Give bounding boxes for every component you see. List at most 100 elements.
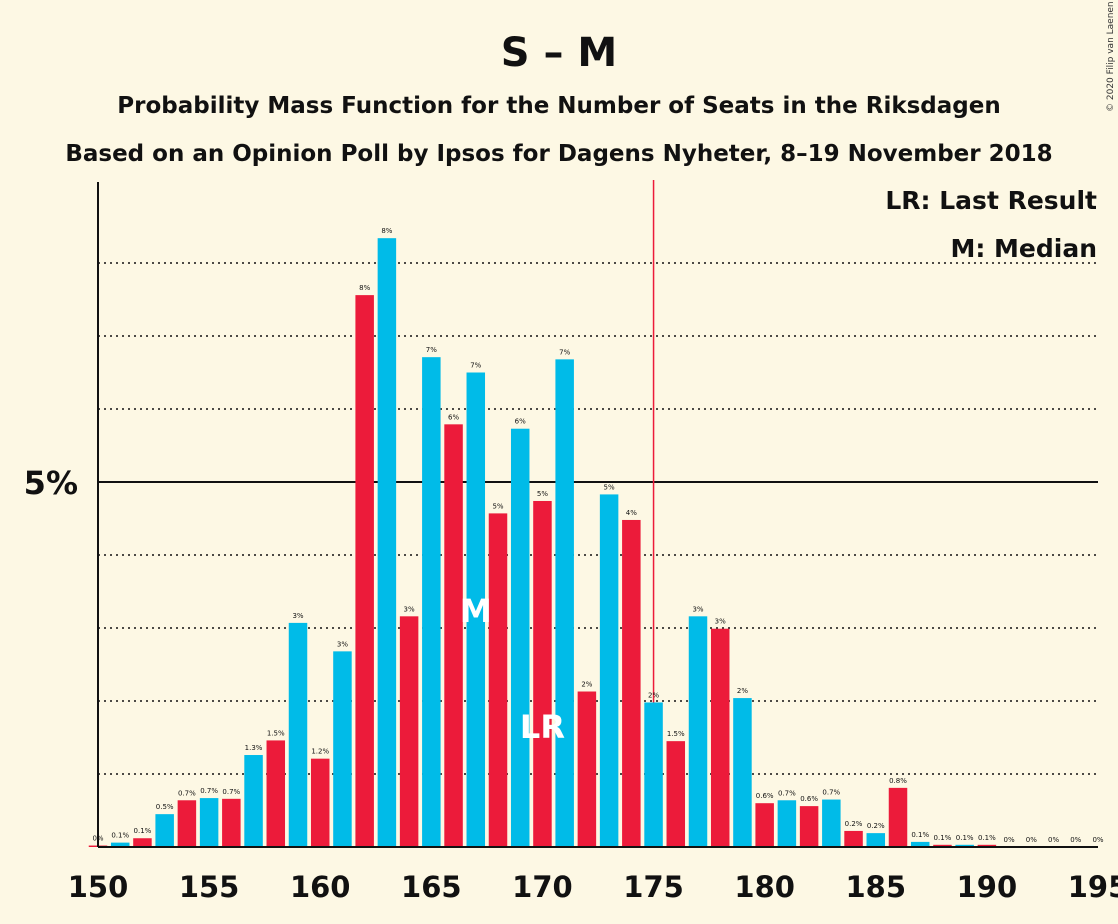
bar-seat-188 bbox=[933, 844, 952, 847]
bar-label-186: 0.8% bbox=[889, 777, 907, 785]
bar-label-193: 0% bbox=[1048, 836, 1059, 844]
bar-label-152: 0.1% bbox=[134, 827, 152, 835]
legend-median: M: Median bbox=[950, 234, 1097, 263]
bar-seat-158 bbox=[266, 740, 286, 847]
bar-label-162: 8% bbox=[359, 284, 370, 292]
bars-group bbox=[88, 238, 997, 847]
bar-label-187: 0.1% bbox=[911, 831, 929, 839]
bar-label-165: 7% bbox=[426, 346, 437, 354]
bar-label-181: 0.7% bbox=[778, 789, 796, 797]
bar-label-188: 0.1% bbox=[934, 834, 952, 842]
legend-last-result: LR: Last Result bbox=[885, 186, 1097, 215]
bar-label-185: 0.2% bbox=[867, 822, 885, 830]
bar-label-153: 0.5% bbox=[156, 803, 174, 811]
bar-label-177: 3% bbox=[692, 605, 703, 613]
bar-seat-153 bbox=[155, 814, 174, 847]
bar-label-190: 0.1% bbox=[978, 834, 996, 842]
bar-seat-179 bbox=[733, 698, 752, 847]
bar-seat-185 bbox=[866, 833, 886, 847]
x-tick-195: 195 bbox=[1068, 870, 1118, 904]
bar-seat-169 bbox=[510, 428, 530, 847]
bar-seat-159 bbox=[288, 622, 308, 847]
bar-seat-176 bbox=[666, 741, 686, 847]
bar-seat-162 bbox=[355, 295, 374, 847]
bar-seat-155 bbox=[199, 798, 219, 847]
y-axis-label-5: 5% bbox=[24, 464, 78, 502]
bar-seat-186 bbox=[888, 787, 908, 847]
bar-seat-170 bbox=[533, 500, 552, 847]
bar-seat-181 bbox=[777, 800, 797, 847]
bar-seat-177 bbox=[688, 616, 708, 847]
bar-seat-178 bbox=[710, 628, 730, 847]
bar-label-171: 7% bbox=[559, 348, 570, 356]
bar-label-170: 5% bbox=[537, 490, 548, 498]
bar-seat-161 bbox=[333, 651, 352, 847]
bar-label-195: 0% bbox=[1092, 836, 1103, 844]
bar-seat-151 bbox=[110, 842, 130, 847]
bar-label-178: 3% bbox=[715, 618, 726, 626]
bar-label-161: 3% bbox=[337, 640, 348, 648]
x-tick-180: 180 bbox=[734, 870, 795, 904]
bar-seat-157 bbox=[244, 755, 263, 847]
chart-subtitle-2: Based on an Opinion Poll by Ipsos for Da… bbox=[65, 141, 1052, 167]
bar-label-164: 3% bbox=[404, 605, 415, 613]
bar-seat-156 bbox=[222, 798, 241, 847]
bar-label-168: 5% bbox=[492, 502, 503, 510]
bar-label-194: 0% bbox=[1070, 836, 1081, 844]
bar-seat-166 bbox=[444, 424, 463, 847]
bar-seat-187 bbox=[910, 841, 930, 847]
bar-seat-182 bbox=[799, 806, 819, 847]
bar-label-166: 6% bbox=[448, 413, 459, 421]
bar-label-169: 6% bbox=[515, 418, 526, 426]
bar-label-155: 0.7% bbox=[200, 787, 218, 795]
median-marker: M bbox=[460, 592, 492, 630]
x-tick-170: 170 bbox=[512, 870, 573, 904]
bar-label-151: 0.1% bbox=[111, 832, 129, 840]
x-tick-175: 175 bbox=[623, 870, 684, 904]
bar-label-158: 1.5% bbox=[267, 729, 285, 737]
bar-seat-173 bbox=[599, 494, 619, 847]
bar-label-174: 4% bbox=[626, 509, 637, 517]
bar-label-175: 2% bbox=[648, 691, 659, 699]
bar-label-163: 8% bbox=[381, 227, 392, 235]
bar-label-172: 2% bbox=[581, 681, 592, 689]
bar-seat-180 bbox=[755, 803, 774, 847]
bar-seat-184 bbox=[844, 830, 863, 847]
bar-seat-183 bbox=[822, 799, 841, 847]
bar-label-173: 5% bbox=[604, 483, 615, 491]
bar-label-182: 0.6% bbox=[800, 795, 818, 803]
bar-seat-164 bbox=[399, 616, 419, 847]
bar-seat-154 bbox=[177, 800, 197, 847]
bar-label-184: 0.2% bbox=[845, 820, 863, 828]
bar-label-160: 1.2% bbox=[311, 748, 329, 756]
x-tick-165: 165 bbox=[401, 870, 462, 904]
x-tick-160: 160 bbox=[290, 870, 351, 904]
bar-seat-168 bbox=[488, 513, 508, 847]
bar-label-180: 0.6% bbox=[756, 792, 774, 800]
bar-seat-172 bbox=[577, 691, 597, 847]
bar-seat-165 bbox=[422, 357, 441, 847]
bar-seat-174 bbox=[622, 519, 641, 847]
bar-label-176: 1.5% bbox=[667, 730, 685, 738]
bar-seat-189 bbox=[955, 844, 974, 847]
x-axis-ticks: 150 155 160 165 170 175 180 185 190 195 bbox=[68, 870, 1118, 904]
bar-label-159: 3% bbox=[292, 612, 303, 620]
bar-label-157: 1.3% bbox=[245, 744, 263, 752]
x-tick-150: 150 bbox=[68, 870, 129, 904]
last-result-marker: LR bbox=[520, 708, 565, 746]
chart-subtitle-1: Probability Mass Function for the Number… bbox=[117, 93, 1000, 119]
bar-seat-152 bbox=[133, 838, 152, 847]
bar-label-179: 2% bbox=[737, 687, 748, 695]
bar-label-167: 7% bbox=[470, 362, 481, 370]
bar-seat-190 bbox=[977, 844, 997, 847]
bar-label-154: 0.7% bbox=[178, 789, 196, 797]
bar-label-192: 0% bbox=[1026, 836, 1037, 844]
bar-seat-171 bbox=[555, 359, 574, 847]
x-tick-190: 190 bbox=[957, 870, 1018, 904]
x-tick-185: 185 bbox=[846, 870, 907, 904]
markers-group: M LR bbox=[460, 592, 565, 746]
bar-seat-163 bbox=[377, 238, 397, 847]
bar-label-183: 0.7% bbox=[822, 789, 840, 797]
chart-title: S – M bbox=[501, 30, 617, 76]
